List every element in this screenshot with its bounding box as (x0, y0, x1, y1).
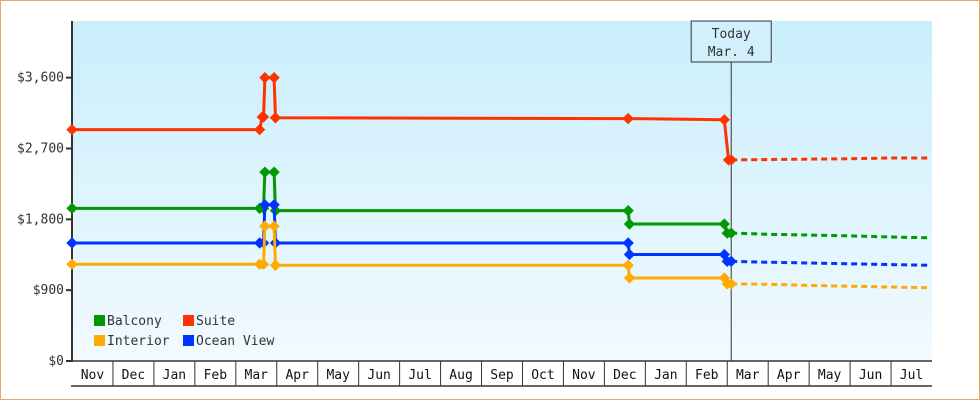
today-date: Mar. 4 (708, 45, 755, 60)
data-point-interior (622, 259, 634, 271)
legend-swatch-balcony (94, 315, 105, 326)
x-tick-label: Feb (695, 368, 719, 383)
legend-label-suite: Suite (196, 314, 235, 329)
x-tick-label: Jul (900, 368, 923, 383)
x-tick-label: Feb (204, 368, 228, 383)
data-point-balcony (268, 166, 280, 178)
x-tick-label: May (326, 368, 350, 383)
y-tick-label: $0 (48, 354, 64, 369)
forecast-line-ocean-view (731, 259, 931, 267)
x-tick-label: Jul (408, 368, 431, 383)
legend-label-interior: Interior (107, 334, 170, 349)
today-box (690, 20, 772, 63)
today-label: Today (712, 27, 751, 42)
plot-area (72, 21, 932, 361)
series-interior (66, 220, 931, 290)
x-tick-label: Apr (285, 368, 309, 383)
data-point-interior (259, 220, 271, 232)
x-tick-label: Jun (367, 368, 390, 383)
forecast-line-interior (731, 282, 931, 290)
x-tick-label: Nov (81, 368, 105, 383)
data-point-ocean-view (622, 237, 634, 249)
today-marker: Today Mar. 4 (690, 20, 772, 361)
legend: Balcony Suite Interior Ocean View (94, 314, 274, 349)
legend-label-balcony: Balcony (107, 314, 162, 329)
x-tick-label: Oct (531, 368, 554, 383)
data-point-ocean-view (725, 255, 737, 268)
data-point-interior (725, 278, 737, 290)
legend-swatch-suite (183, 315, 194, 326)
x-tick-label: Apr (777, 368, 801, 383)
data-point-ocean-view (259, 199, 271, 211)
data-point-interior (268, 220, 280, 232)
x-tick-label: Sep (490, 368, 514, 383)
y-tick-label: $900 (33, 283, 64, 298)
y-tick-label: $1,800 (17, 212, 64, 227)
x-tick-label: Jan (654, 368, 677, 383)
data-point-ocean-view (268, 199, 280, 211)
x-tick-label: Aug (449, 368, 472, 383)
data-point-interior (623, 272, 636, 284)
legend-label-ocean-view: Ocean View (196, 334, 274, 349)
x-tick-label: May (818, 368, 842, 383)
x-tick-label: Jan (163, 368, 186, 383)
data-point-balcony (622, 205, 634, 217)
x-tick-label: Dec (122, 368, 145, 383)
data-point-balcony (623, 218, 636, 230)
data-point-interior (257, 258, 270, 270)
data-point-interior (269, 259, 282, 271)
x-tick-label: Jun (859, 368, 882, 383)
data-point-balcony (718, 218, 730, 230)
data-point-ocean-view (623, 248, 636, 261)
legend-swatch-ocean-view (183, 335, 194, 346)
x-tick-label: Dec (613, 368, 636, 383)
data-point-balcony (259, 166, 271, 178)
legend-swatch-interior (94, 335, 105, 346)
data-point-balcony (725, 227, 737, 239)
y-tick-label: $3,600 (17, 71, 64, 86)
x-tick-label: Mar (736, 368, 760, 383)
x-tick-label: Nov (572, 368, 596, 383)
y-tick-label: $2,700 (17, 142, 64, 157)
forecast-line-suite (731, 156, 931, 162)
data-point-suite (725, 154, 737, 166)
x-axis: Nov Dec Jan Feb Mar Apr May Jun Jul Aug Sep Oct Nov D… (71, 360, 932, 387)
forecast-line-balcony (731, 231, 931, 240)
x-tick-label: Mar (245, 368, 269, 383)
y-axis: $0 $900 $1,800 $2,700 $3,600 (17, 21, 73, 369)
